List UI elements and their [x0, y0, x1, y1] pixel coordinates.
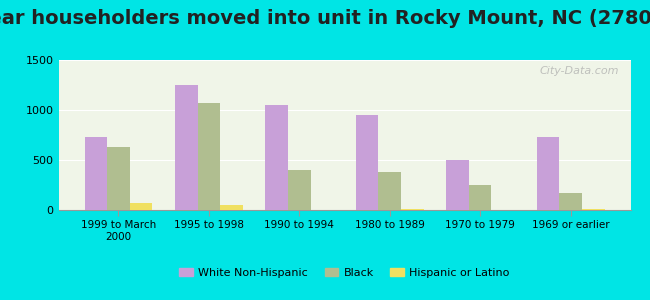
Bar: [537, 137, 559, 210]
Bar: [220, 205, 242, 210]
Text: City-Data.com: City-Data.com: [540, 66, 619, 76]
Bar: [107, 147, 130, 210]
Bar: [447, 160, 469, 210]
Bar: [130, 202, 152, 210]
Bar: [84, 137, 107, 210]
Bar: [469, 184, 491, 210]
Legend: White Non-Hispanic, Black, Hispanic or Latino: White Non-Hispanic, Black, Hispanic or L…: [175, 264, 514, 282]
Bar: [198, 103, 220, 210]
Bar: [175, 85, 198, 210]
Bar: [559, 193, 582, 210]
Bar: [401, 209, 424, 210]
Text: Year householders moved into unit in Rocky Mount, NC (27803): Year householders moved into unit in Roc…: [0, 9, 650, 28]
Bar: [582, 209, 604, 210]
Bar: [265, 104, 288, 210]
Bar: [378, 172, 401, 210]
Bar: [356, 115, 378, 210]
Bar: [288, 169, 311, 210]
